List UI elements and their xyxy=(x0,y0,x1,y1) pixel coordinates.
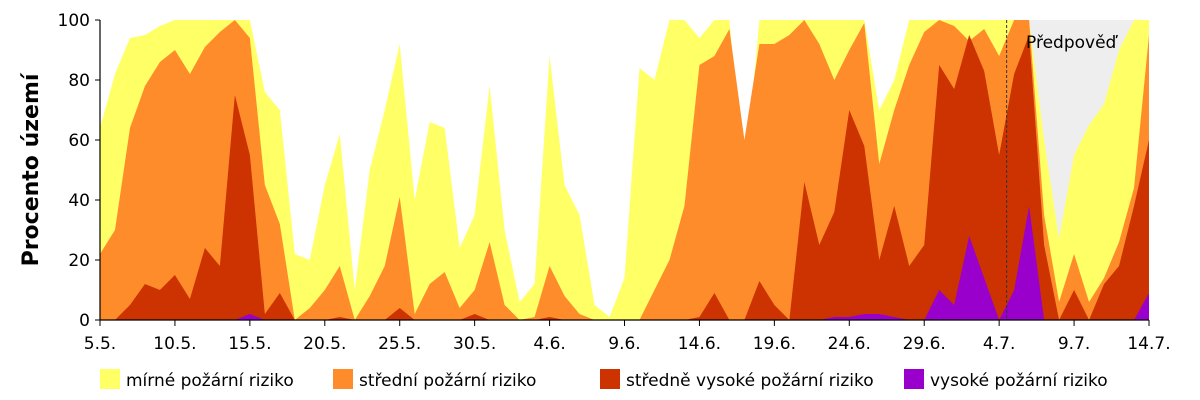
y-tick-label: 60 xyxy=(68,131,90,151)
legend-swatch xyxy=(904,369,924,389)
x-tick-labels: 5.5. 10.5. 15.5. 20.5. 25.5. 30.5. 4.6. 9.6. 14.… xyxy=(84,320,1171,354)
x-tick-label: 15.5. xyxy=(228,334,271,354)
area-stredne-vysoke-pozarni-riziko xyxy=(100,35,1149,320)
x-tick-label: 5.5. xyxy=(84,334,116,354)
legend-label: vysoké požární riziko xyxy=(930,371,1108,391)
y-tick-label: 0 xyxy=(79,311,90,331)
y-tick-label: 20 xyxy=(68,251,90,271)
x-tick-label: 29.6. xyxy=(903,334,946,354)
forecast-annotation: Předpověď xyxy=(1026,33,1119,53)
x-tick-label: 20.5. xyxy=(303,334,346,354)
y-axis-label: Procento území xyxy=(19,72,44,266)
x-tick-label: 4.7. xyxy=(983,334,1015,354)
x-tick-label: 30.5. xyxy=(453,334,496,354)
legend-label: středně vysoké požární riziko xyxy=(626,371,874,391)
x-tick-label: 14.7. xyxy=(1127,334,1170,354)
legend-swatch xyxy=(600,369,620,389)
legend-label: mírné požární riziko xyxy=(126,371,294,391)
x-tick-label: 19.6. xyxy=(753,334,796,354)
y-tick-labels: 0 20 40 60 80 100 xyxy=(58,11,100,331)
x-tick-label: 4.6. xyxy=(533,334,565,354)
legend-label: střední požární riziko xyxy=(359,371,536,391)
x-tick-label: 9.6. xyxy=(608,334,640,354)
x-tick-label: 24.6. xyxy=(828,334,871,354)
legend: mírné požární riziko střední požární rizi… xyxy=(100,369,1108,391)
y-tick-label: 80 xyxy=(68,71,90,91)
legend-swatch xyxy=(100,369,120,389)
x-tick-label: 9.7. xyxy=(1058,334,1090,354)
x-tick-label: 10.5. xyxy=(153,334,196,354)
legend-swatch xyxy=(333,369,353,389)
x-tick-label: 25.5. xyxy=(378,334,421,354)
series-areas xyxy=(100,20,1149,320)
y-tick-label: 100 xyxy=(58,11,90,31)
x-tick-label: 14.6. xyxy=(678,334,721,354)
y-tick-label: 40 xyxy=(68,191,90,211)
